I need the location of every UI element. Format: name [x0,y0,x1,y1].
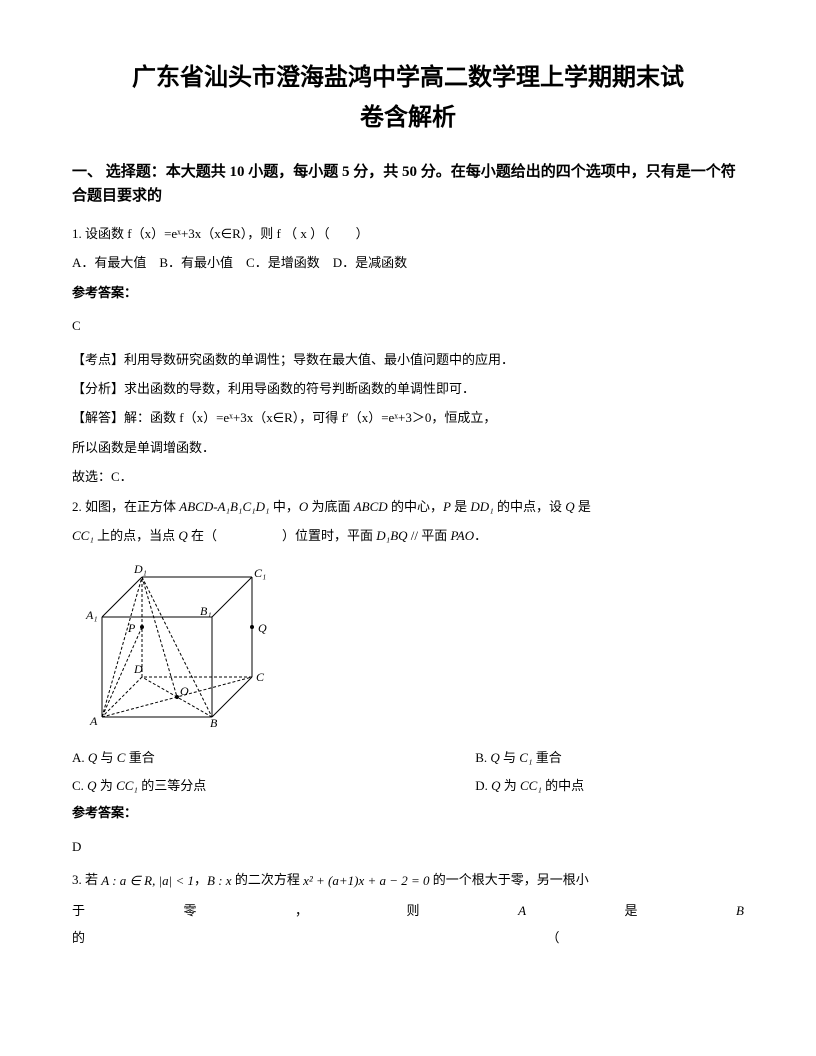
q2-options-row2: C. Q 为 CC₁ 的三等分点 D. Q 为 CC₁ 的中点 [72,774,744,797]
q2-o: O [299,499,308,514]
label-C1: C₁ [254,566,266,580]
label-O: O [180,684,189,698]
q2-l2q: Q [178,528,187,543]
q2-answer: D [72,835,744,858]
q2-answer-label: 参考答案： [72,801,744,824]
q1-answer-label: 参考答案： [72,281,744,304]
label-B1: B₁ [200,604,212,618]
q3-r-B: B [736,899,744,922]
q3-p3: 的二次方程 [232,872,304,887]
q1-line3: 故选：C． [72,465,744,488]
q2-abcd: ABCD [354,499,388,514]
q2-t6: 的中点，设 [494,499,566,514]
q1-jieda: 【解答】解：函数 f（x）=eˣ+3x（x∈R），可得 f′（x）=eˣ+3＞0… [72,406,744,429]
q3-p2: ， [194,872,207,887]
label-Q: Q [258,621,267,635]
q3-r-a: 于 [72,899,85,922]
q1-answer: C [72,314,744,337]
q3-r-b: 零 [184,899,197,922]
q2-optD-l: D. [475,778,491,793]
q2-t2: 中， [270,499,299,514]
q2-optD-mid: 为 [500,778,520,793]
doc-title-line1: 广东省汕头市澄海盐鸿中学高二数学理上学期期末试 [72,60,744,96]
q2-t7: 是 [575,499,591,514]
q1-options: A．有最大值 B．有最小值 C．是增函数 D．是减函数 [72,251,744,274]
q2-t3: 为底面 [308,499,354,514]
q2-optA-r: 重合 [125,750,154,765]
q2-optA-l: A. [72,750,88,765]
q2-optB-q: Q [490,750,499,765]
q2-t1: 2. 如图，在正方体 [72,499,179,514]
q1-kaodian: 【考点】利用导数研究函数的单调性；导数在最大值、最小值问题中的应用． [72,348,744,371]
q2-l2p4: // 平面 [408,528,451,543]
section-header: 一、 选择题：本大题共 10 小题，每小题 5 分，共 50 分。在每小题给出的… [72,160,744,208]
doc-title-line2: 卷含解析 [72,100,744,136]
label-C: C [256,670,265,684]
q2-optC-cc1: CC₁ [116,778,138,793]
label-A1: A₁ [85,608,98,622]
q2-text: 2. 如图，在正方体 ABCD-A₁B₁C₁D₁ 中，O 为底面 ABCD 的中… [72,495,744,518]
q2-q: Q [565,499,574,514]
q3-mathEq: x² + (a+1)x + a − 2 = 0 [303,869,429,892]
q2-l2p5: ． [474,528,487,543]
q2-optC-q: Q [87,778,96,793]
label-P: P [127,621,136,635]
q3-r-c: ， [295,899,308,922]
label-D: D [133,662,143,676]
q2-l2p3: 在（ ）位置时，平面 [188,528,377,543]
q3-mathA: A : a ∈ R, |a| < 1 [101,869,194,892]
q1-line2: 所以函数是单调增函数． [72,436,744,459]
q2-dd1: DD₁ [470,499,493,514]
q2-p: P [443,499,451,514]
q3-r-d: 则 [407,899,420,922]
cube-figure: D₁ C₁ A₁ B₁ P Q D C A B O [82,557,744,736]
label-B: B [210,716,218,727]
q2-optC-l: C. [72,778,87,793]
q2-t5: 是 [451,499,471,514]
q3-mathB-pre: B : x [207,869,232,892]
q3-p4: 的一个根大于零，另一根小 [430,872,589,887]
q2-optA-mid: 与 [97,750,117,765]
q2-optB-l: B. [475,750,490,765]
q2-d1bq: D₁BQ [376,528,407,543]
q2-optD-r: 的中点 [542,778,584,793]
q3-r-e: 是 [625,899,638,922]
q2-l2p2: 上的点，当点 [94,528,179,543]
q3-line1: 3. 若 A : a ∈ R, |a| < 1，B : x 的二次方程 x² +… [72,868,744,893]
label-A: A [89,714,98,727]
q3-p1: 3. 若 [72,872,101,887]
q2-optC-r: 的三等分点 [138,778,206,793]
q2-optD-cc1: CC₁ [520,778,542,793]
q2-options-row1: A. Q 与 C 重合 B. Q 与 C₁ 重合 [72,746,744,769]
q2-t4: 的中心， [388,499,443,514]
q2-pao: PAO [451,528,475,543]
label-D1: D₁ [133,562,147,576]
q3-r-A: A [518,899,526,922]
q2-line2: CC₁ 上的点，当点 Q 在（ ）位置时，平面 D₁BQ // 平面 PAO． [72,524,744,547]
q2-optB-c1: C₁ [519,750,532,765]
q1-text: 1. 设函数 f（x）=eˣ+3x（x∈R），则 f （ x ）（ ） [72,222,744,245]
q2-optC-mid: 为 [97,778,117,793]
q1-fenxi: 【分析】求出函数的导数，利用导函数的符号判断函数的单调性即可． [72,377,744,400]
q2-cc1: CC₁ [72,528,94,543]
q2-optB-r: 重合 [532,750,561,765]
q2-cube: ABCD-A₁B₁C₁D₁ [179,499,269,514]
q2-optB-mid: 与 [500,750,520,765]
q3-line2: 于 零 ， 则 A 是 B [72,899,744,922]
q2-optA-q: Q [88,750,97,765]
q3-last: 的 （ [72,926,744,949]
